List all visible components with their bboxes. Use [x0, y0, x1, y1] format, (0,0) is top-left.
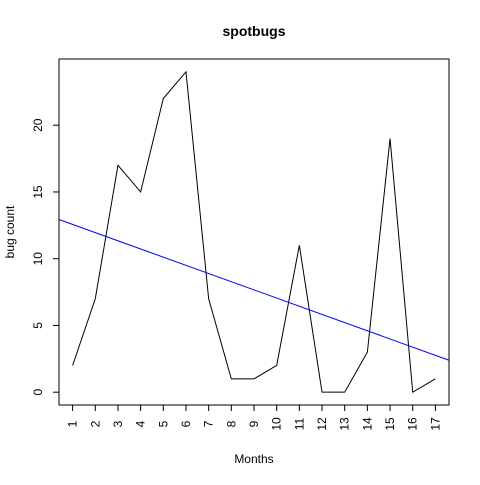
y-tick-label: 5	[31, 322, 45, 329]
y-axis-label: bug count	[3, 205, 17, 258]
y-tick-label: 15	[31, 185, 45, 199]
trend-line	[58, 219, 450, 361]
x-tick-label: 3	[111, 420, 125, 427]
x-axis-label: Months	[234, 452, 273, 466]
y-tick-label: 0	[31, 389, 45, 396]
x-tick-label: 8	[224, 420, 238, 427]
x-tick-label: 16	[406, 417, 420, 431]
chart-title: spotbugs	[223, 23, 286, 39]
x-tick-label: 12	[315, 417, 329, 431]
x-tick-label: 9	[247, 420, 261, 427]
plot-frame	[58, 58, 450, 406]
y-tick-label: 20	[31, 118, 45, 132]
x-tick-label: 15	[383, 417, 397, 431]
series-line	[72, 70, 436, 394]
x-tick-label: 10	[270, 417, 284, 431]
x-tick-label: 17	[428, 417, 442, 431]
y-axis: 0 5 10 15 20	[31, 118, 59, 396]
x-tick-label: 2	[88, 420, 102, 427]
plot-area	[58, 70, 450, 394]
x-tick-label: 7	[202, 420, 216, 427]
x-tick-label: 6	[179, 420, 193, 427]
x-tick-label: 13	[338, 417, 352, 431]
x-tick-label: 4	[134, 420, 148, 427]
x-axis: 1 2 3 4 5 6 7 8 9 10 11 12 13 14 15 16 17	[66, 405, 442, 431]
x-tick-label: 1	[66, 420, 80, 427]
x-tick-label: 11	[292, 417, 306, 430]
y-tick-label: 10	[31, 252, 45, 266]
x-tick-label: 14	[360, 417, 374, 431]
x-tick-label: 5	[156, 420, 170, 427]
